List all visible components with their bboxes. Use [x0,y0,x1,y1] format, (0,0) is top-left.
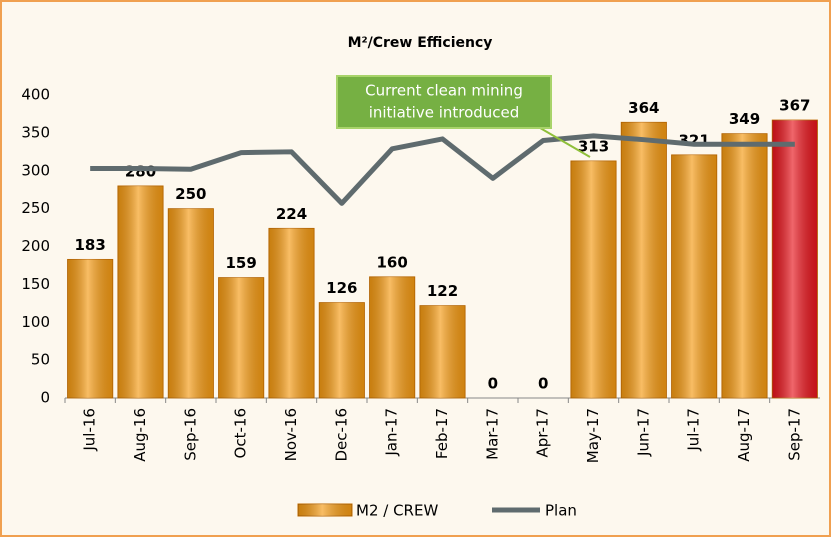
data-label: 364 [628,99,659,117]
y-tick-label: 150 [21,275,50,293]
legend-swatch-shine [298,504,352,516]
x-tick-label: Jun-17 [634,408,652,457]
bar-shine [168,208,214,398]
bar-shine [772,119,818,398]
y-tick-label: 400 [21,86,50,104]
x-tick-label: Sep-17 [785,408,803,461]
x-tick-label: Jan-17 [383,408,401,457]
annotation-box [336,75,552,129]
y-tick-label: 300 [21,161,50,179]
data-label: 250 [175,185,206,203]
data-label: 160 [377,253,408,271]
bar-shine [218,277,264,398]
bar-shine [67,259,113,398]
x-tick-label: Aug-16 [131,408,149,462]
data-label: 0 [538,375,548,393]
bar-shine [570,160,617,398]
x-tick-label: Jul-17 [685,408,703,452]
data-label: 349 [729,110,760,128]
legend-label: Plan [545,502,577,520]
bar-shine [419,305,466,398]
bar-shine [621,122,667,399]
y-tick-label: 0 [40,389,50,407]
data-label: 313 [578,137,609,155]
data-label: 224 [276,205,307,223]
plan-line [90,133,795,206]
y-tick-label: 100 [21,313,50,331]
y-tick-label: 250 [21,199,50,217]
x-tick-label: May-17 [584,408,602,463]
data-label: 122 [427,282,458,300]
x-tick-label: Apr-17 [534,408,552,458]
data-label: 183 [75,236,106,254]
chart-title: M²/Crew Efficiency [348,35,493,51]
bar-shine [369,276,415,398]
bar-shine [671,154,717,398]
bar-shine [268,228,315,398]
x-tick-label: Sep-16 [181,408,199,461]
legend-label: M2 / CREW [356,502,438,520]
annotation-text: initiative introduced [369,104,520,122]
annotation-text: Current clean mining [365,82,523,100]
y-tick-label: 200 [21,237,50,255]
data-label: 367 [779,96,810,114]
x-tick-label: Aug-17 [735,408,753,462]
x-tick-label: Oct-16 [232,408,250,458]
y-tick-label: 350 [21,123,50,141]
data-label: 0 [488,375,498,393]
bar-shine [117,185,164,398]
data-label: 159 [226,254,257,272]
bar-shine [319,302,365,398]
annotation-arrow [534,124,591,158]
data-label: 280 [125,162,156,180]
x-tick-label: Nov-16 [282,408,300,461]
x-tick-label: Jul-16 [81,408,99,452]
data-label: 126 [326,279,357,297]
x-tick-label: Mar-17 [483,408,501,460]
x-tick-label: Feb-17 [433,408,451,459]
y-tick-label: 50 [31,351,50,369]
x-tick-label: Dec-16 [332,408,350,462]
bar-shine [721,133,768,398]
